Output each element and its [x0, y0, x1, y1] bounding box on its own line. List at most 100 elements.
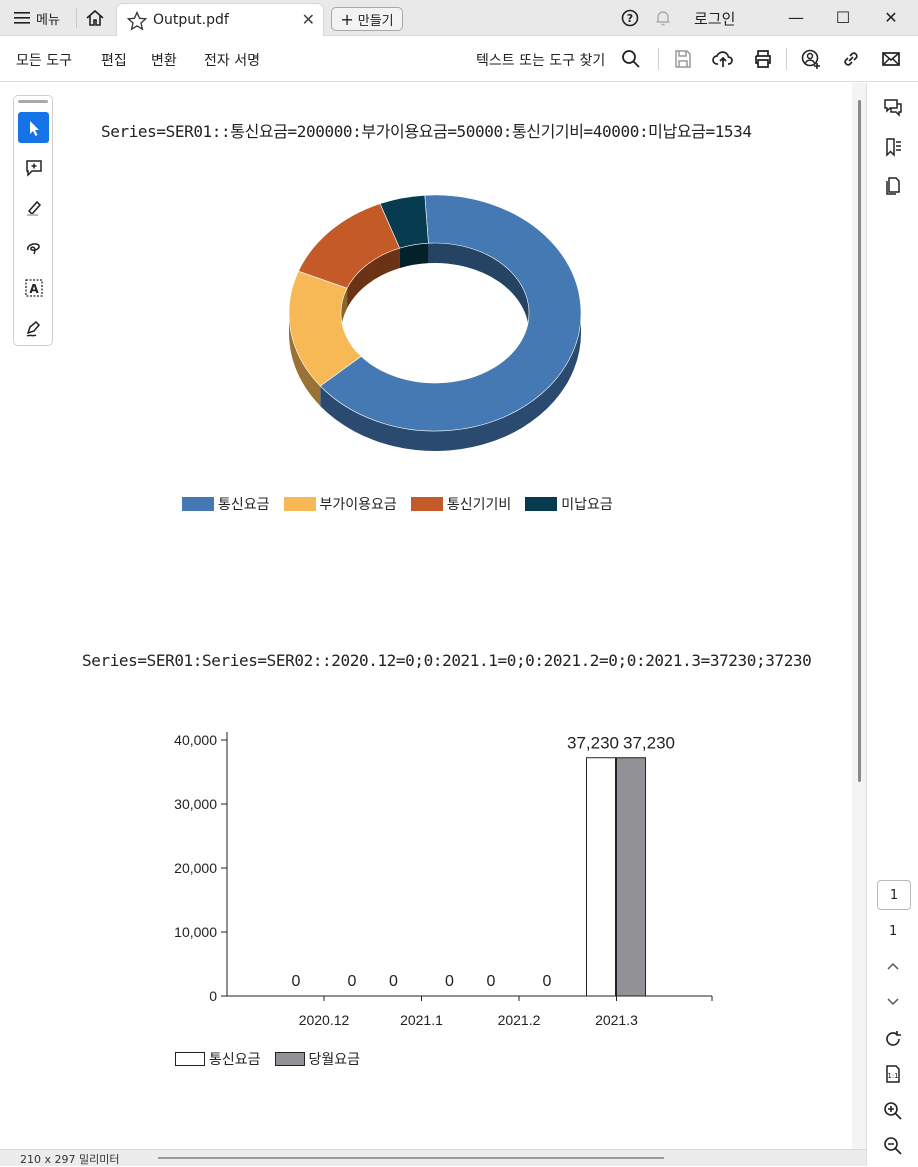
donut-slice-미납요금 — [379, 194, 429, 249]
search-icon[interactable] — [620, 48, 642, 70]
series-text-2: Series=SER01:Series=SER02::2020.12=0;0:2… — [82, 651, 812, 670]
highlighter-icon — [26, 200, 41, 216]
bar-legend: 통신요금 당월요금 — [175, 1049, 374, 1069]
menu-e-sign[interactable]: 전자 서명 — [204, 53, 260, 69]
donut-legend: 통신요금 부가이용요금 통신기기비 미납요금 — [182, 494, 627, 514]
rotate-icon[interactable] — [882, 1028, 904, 1050]
actual-size-icon[interactable]: 1:1 — [882, 1063, 904, 1085]
menu-all-tools[interactable]: 모든 도구 — [16, 53, 72, 69]
divider — [76, 8, 77, 28]
maximize-icon[interactable]: ☐ — [835, 7, 851, 27]
donut-chart — [288, 194, 582, 451]
zoom-out-icon[interactable] — [882, 1135, 904, 1157]
document-tab[interactable]: Output.pdf ✕ — [116, 3, 324, 36]
share-user-icon[interactable] — [800, 48, 822, 70]
bar-당월요금-2021.3 — [616, 757, 646, 997]
comment-add-icon — [25, 159, 42, 177]
x-tick-label: 2020.12 — [299, 1012, 350, 1028]
chevron-up-icon[interactable] — [882, 956, 904, 978]
legend-item: 통신요금 — [175, 1049, 261, 1069]
divider — [658, 48, 659, 70]
link-icon[interactable] — [840, 48, 862, 70]
bell-icon[interactable] — [654, 9, 672, 27]
data-label: 0 — [292, 973, 301, 990]
pages-icon[interactable] — [882, 175, 904, 197]
svg-text:?: ? — [627, 12, 633, 25]
email-icon[interactable] — [880, 48, 902, 70]
cursor-arrow-icon — [29, 120, 39, 136]
x-tick-label: 2021.3 — [595, 1012, 638, 1028]
page-total: 1 — [889, 924, 898, 939]
comments-icon[interactable] — [882, 97, 904, 119]
print-icon[interactable] — [752, 48, 774, 70]
y-tick-label: 0 — [209, 988, 217, 1004]
menu-edit[interactable]: 편집 — [101, 53, 127, 69]
select-tool-button[interactable] — [18, 112, 49, 143]
login-button[interactable]: 로그인 — [694, 10, 736, 28]
y-tick-label: 10,000 — [174, 924, 217, 940]
legend-swatch — [410, 497, 443, 511]
highlight-button[interactable] — [18, 192, 49, 223]
series-text-1: Series=SER01::통신요금=200000:부가이용요금=50000:통… — [101, 122, 752, 141]
create-label: 만들기 — [357, 13, 394, 29]
legend-swatch — [525, 497, 558, 511]
legend-swatch — [283, 497, 316, 511]
page-number-input[interactable]: 1 — [877, 880, 911, 910]
donut-side-통신요금 — [320, 313, 581, 451]
menu-label: 메뉴 — [36, 12, 60, 28]
data-label: 0 — [543, 973, 552, 990]
data-label: 0 — [445, 973, 454, 990]
y-tick-label: 40,000 — [174, 732, 217, 748]
help-icon[interactable]: ? — [621, 9, 639, 27]
horizontal-scrollbar[interactable] — [158, 1157, 664, 1159]
draw-button[interactable] — [18, 232, 49, 263]
bar-통신요금-2021.3 — [586, 757, 616, 997]
donut-inner-미납요금 — [399, 243, 429, 269]
pen-sign-icon — [26, 320, 40, 337]
data-label: 37,230 — [623, 734, 675, 753]
freehand-draw-icon — [26, 242, 40, 254]
zoom-in-icon[interactable] — [882, 1100, 904, 1122]
minimize-icon[interactable]: — — [788, 7, 804, 27]
legend-item: 부가이용요금 — [283, 494, 397, 514]
divider — [786, 48, 787, 70]
close-tab-icon[interactable]: ✕ — [301, 10, 315, 29]
chevron-down-icon[interactable] — [882, 990, 904, 1012]
menu-button[interactable]: 메뉴 — [8, 6, 66, 30]
bar-chart: 0 10,000 20,000 30,000 40,000 2020.12 2021.1 20… — [174, 732, 713, 1028]
y-tick-label: 20,000 — [174, 860, 217, 876]
home-icon[interactable] — [84, 8, 106, 28]
quick-tools-palette: A — [13, 95, 53, 346]
x-tick-label: 2021.2 — [498, 1012, 541, 1028]
bookmark-icon[interactable] — [882, 136, 904, 158]
create-button[interactable]: + 만들기 — [331, 7, 403, 31]
svg-text:1:1: 1:1 — [887, 1072, 898, 1080]
svg-text:A: A — [29, 282, 39, 296]
data-label: 0 — [487, 973, 496, 990]
legend-label: 통신요금 — [209, 1052, 261, 1068]
vertical-scrollbar-thumb[interactable] — [858, 100, 861, 782]
star-icon[interactable] — [127, 11, 147, 31]
close-window-icon[interactable]: ✕ — [884, 7, 898, 27]
find-tool-search[interactable]: 텍스트 또는 도구 찾기 — [476, 53, 606, 69]
donut-inner-부가이용요금 — [341, 288, 348, 333]
title-bar: 메뉴 Output.pdf ✕ + 만들기 ? 로그인 — ☐ ✕ — [0, 0, 918, 36]
donut-slice-통신기기비 — [298, 203, 401, 289]
palette-drag-handle[interactable] — [18, 100, 48, 103]
y-tick-label: 30,000 — [174, 796, 217, 812]
x-tick-label: 2021.1 — [400, 1012, 443, 1028]
save-icon[interactable] — [672, 48, 694, 70]
text-box-button[interactable]: A — [18, 272, 49, 303]
legend-label: 통신기기비 — [446, 497, 512, 513]
legend-item: 통신기기비 — [410, 494, 512, 514]
sign-button[interactable] — [18, 312, 49, 343]
add-comment-button[interactable] — [18, 152, 49, 183]
tab-title: Output.pdf — [153, 12, 229, 28]
legend-label: 미납요금 — [561, 497, 613, 513]
page-size-text: 210 x 297 밀리미터 — [20, 1153, 120, 1166]
cloud-upload-icon[interactable] — [712, 48, 734, 70]
legend-item: 통신요금 — [182, 494, 270, 514]
menu-convert[interactable]: 변환 — [151, 53, 177, 69]
data-label: 37,230 — [567, 734, 619, 753]
legend-item: 당월요금 — [274, 1049, 360, 1069]
